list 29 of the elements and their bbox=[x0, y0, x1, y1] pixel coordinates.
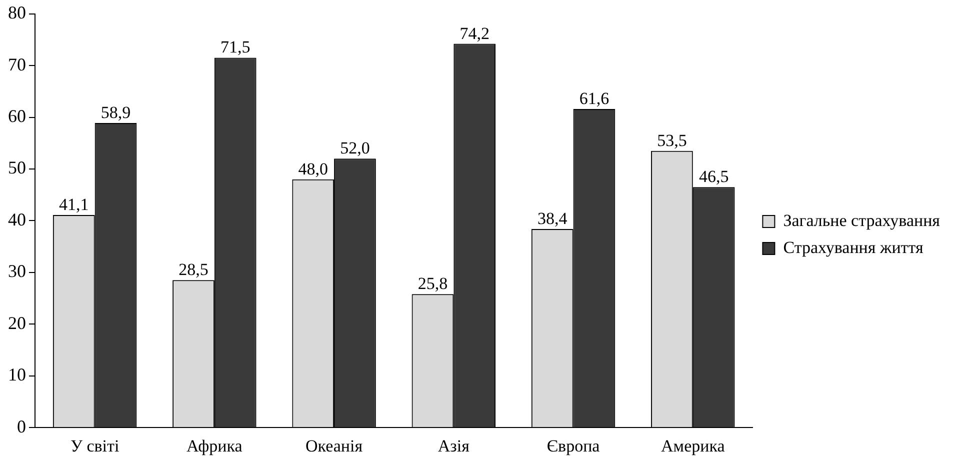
data-label: 61,6 bbox=[579, 88, 610, 108]
data-label: 53,5 bbox=[657, 130, 687, 150]
data-label: 74,2 bbox=[460, 24, 490, 43]
x-tick-label: Європа bbox=[546, 436, 600, 456]
data-label: 28,5 bbox=[178, 260, 208, 280]
y-tick-label: 20 bbox=[8, 312, 26, 333]
data-label: 38,4 bbox=[537, 208, 568, 228]
y-tick-label: 70 bbox=[8, 54, 26, 74]
legend-label: Загальне страхування bbox=[783, 210, 940, 230]
data-label: 46,5 bbox=[698, 167, 729, 186]
y-tick-label: 60 bbox=[8, 106, 26, 126]
x-tick-label: Океанія bbox=[306, 436, 363, 456]
y-tick-label: 30 bbox=[8, 261, 26, 282]
y-tick-label: 0 bbox=[17, 416, 26, 436]
x-tick-label: Америка bbox=[661, 436, 726, 456]
x-tick-label: Африка bbox=[186, 436, 243, 456]
y-tick-label: 10 bbox=[8, 364, 26, 385]
data-label: 41,1 bbox=[59, 194, 89, 214]
x-tick-label: У світі bbox=[70, 436, 120, 456]
y-tick-label: 80 bbox=[8, 2, 26, 23]
legend-label: Страхування життя bbox=[783, 238, 924, 257]
data-label: 71,5 bbox=[220, 38, 250, 57]
x-tick-label: Азія bbox=[438, 436, 470, 456]
data-label: 52,0 bbox=[340, 138, 370, 158]
data-label: 58,9 bbox=[100, 102, 131, 122]
y-tick-label: 50 bbox=[8, 158, 26, 178]
y-tick-label: 40 bbox=[8, 209, 26, 230]
data-label: 25,8 bbox=[418, 274, 448, 294]
data-label: 48,0 bbox=[298, 159, 328, 178]
